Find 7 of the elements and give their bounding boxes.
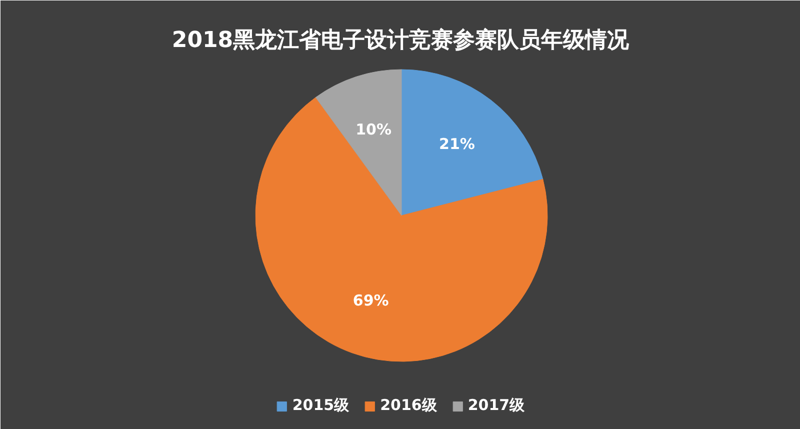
legend-label: 2016级 — [380, 396, 437, 415]
legend-label: 2017级 — [468, 396, 525, 415]
data-label: 69% — [352, 292, 389, 310]
data-label: 10% — [356, 120, 392, 138]
data-label: 21% — [439, 134, 475, 153]
legend-label: 2015级 — [292, 396, 350, 415]
chart-title: 2018黑龙江省电子设计竞赛参赛队员年级情况 — [172, 27, 630, 53]
